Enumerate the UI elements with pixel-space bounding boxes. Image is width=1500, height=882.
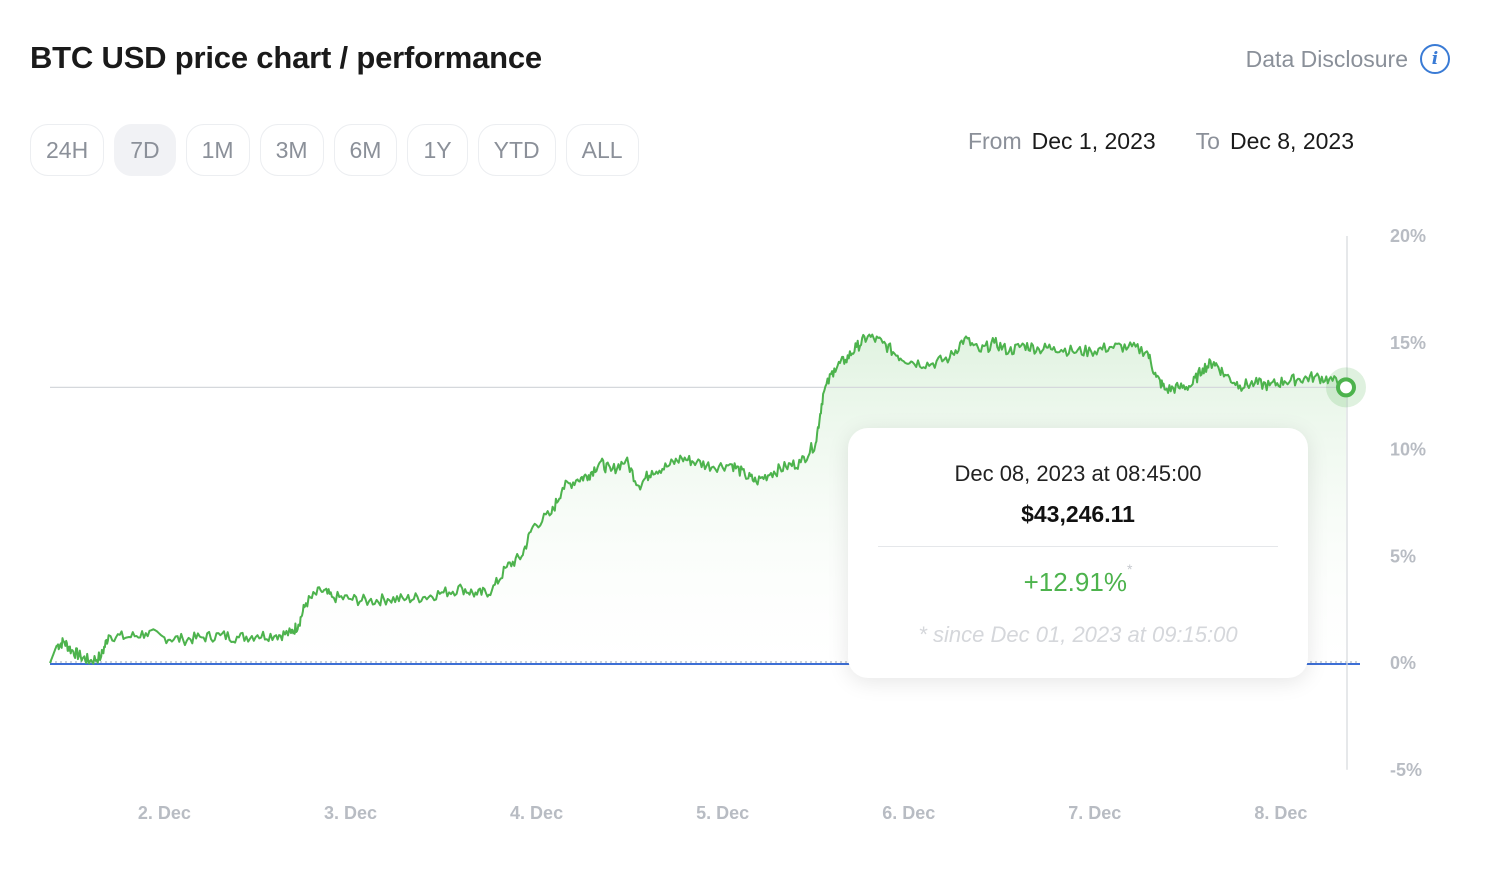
range-button-6m[interactable]: 6M xyxy=(333,124,398,176)
y-tick-label: 15% xyxy=(1390,333,1426,353)
x-tick-label: 4. Dec xyxy=(510,803,563,823)
price-line-series xyxy=(49,333,1347,665)
range-button-7d[interactable]: 7D xyxy=(114,124,176,176)
to-label: To xyxy=(1195,128,1220,154)
x-tick-label: 6. Dec xyxy=(882,803,935,823)
y-tick-label: 10% xyxy=(1390,440,1426,460)
tooltip-price: $43,246.11 xyxy=(1021,501,1135,527)
range-button-all[interactable]: ALL xyxy=(565,124,639,176)
y-tick-label: 5% xyxy=(1390,546,1416,566)
page-title: BTC USD price chart / performance xyxy=(30,40,542,75)
x-tick-label: 2. Dec xyxy=(138,803,191,823)
highlight-point xyxy=(1336,377,1356,398)
range-button-ytd[interactable]: YTD xyxy=(477,124,556,176)
tooltip-change-marker: * xyxy=(1126,561,1133,577)
tooltip-note: * since Dec 01, 2023 at 09:15:00 xyxy=(918,622,1238,647)
date-range: From Dec 1, 2023 To Dec 8, 2023 xyxy=(968,128,1354,155)
tooltip-change: +12.91%* xyxy=(848,561,1308,598)
tooltip-date: Dec 08, 2023 at 08:45:00 xyxy=(954,461,1202,486)
tooltip-change-value: +12.91% xyxy=(1023,567,1127,597)
range-button-1y[interactable]: 1Y xyxy=(407,124,468,176)
time-range-selector: 24H 7D 1M 3M 6M 1Y YTD ALL xyxy=(30,124,639,176)
tooltip-divider xyxy=(878,546,1278,547)
data-disclosure-label: Data Disclosure xyxy=(1245,45,1408,72)
range-button-24h[interactable]: 24H xyxy=(30,124,105,176)
x-tick-label: 7. Dec xyxy=(1068,803,1121,823)
info-icon[interactable]: i xyxy=(1420,44,1450,74)
y-tick-label: -5% xyxy=(1390,760,1422,780)
y-tick-label: 20% xyxy=(1390,226,1426,246)
y-tick-label: 0% xyxy=(1390,653,1416,673)
range-button-1m[interactable]: 1M xyxy=(185,124,250,176)
to-date-field[interactable]: Dec 8, 2023 xyxy=(1229,128,1354,154)
from-label: From xyxy=(967,128,1022,154)
chart-tooltip: Dec 08, 2023 at 08:45:00 $43,246.11 +12.… xyxy=(848,428,1308,678)
x-tick-label: 3. Dec xyxy=(324,803,377,823)
data-disclosure-link[interactable]: Data Disclosure i xyxy=(1246,44,1450,74)
range-button-3m[interactable]: 3M xyxy=(259,124,324,176)
from-date-field[interactable]: Dec 1, 2023 xyxy=(1031,128,1156,154)
x-tick-label: 8. Dec xyxy=(1254,803,1307,823)
x-tick-label: 5. Dec xyxy=(696,803,749,823)
